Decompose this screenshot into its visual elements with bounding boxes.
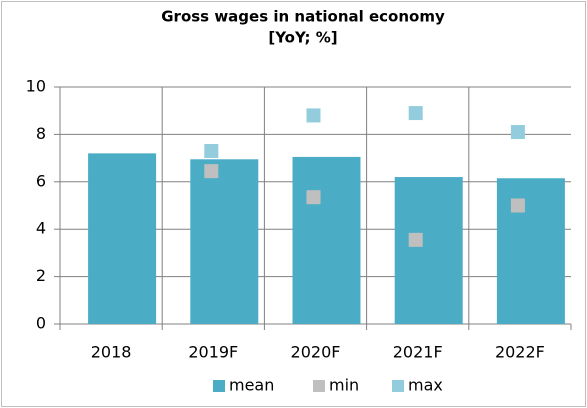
marker <box>510 198 525 213</box>
legend-label: min <box>329 376 359 395</box>
y-tick-label: 4 <box>36 219 46 238</box>
y-tick-label: 2 <box>36 266 46 285</box>
marker <box>408 232 423 247</box>
x-tick-label: 2020F <box>291 343 341 362</box>
x-tick-label: 2022F <box>495 343 545 362</box>
legend-label: mean <box>229 376 274 395</box>
bar <box>496 178 565 324</box>
legend-swatch <box>313 380 325 392</box>
marker <box>204 143 219 158</box>
chart-title: [YoY; %] <box>268 29 337 47</box>
x-tick-label: 2021F <box>393 343 443 362</box>
marker <box>306 190 321 205</box>
marker <box>204 164 219 179</box>
legend-swatch <box>392 380 404 392</box>
chart-title: Gross wages in national economy <box>161 8 445 26</box>
bar <box>190 159 259 324</box>
y-tick-label: 8 <box>36 124 46 143</box>
y-tick-label: 6 <box>36 171 46 190</box>
bar <box>88 153 157 324</box>
y-tick-label: 0 <box>36 314 46 333</box>
bar <box>292 156 361 324</box>
bar <box>394 177 463 324</box>
marker <box>306 108 321 123</box>
y-tick-label: 10 <box>26 77 46 96</box>
x-tick-label: 2018 <box>91 343 132 362</box>
marker <box>510 125 525 140</box>
x-tick-label: 2019F <box>188 343 238 362</box>
legend-swatch <box>213 380 225 392</box>
marker <box>408 106 423 121</box>
legend-label: max <box>408 376 443 395</box>
